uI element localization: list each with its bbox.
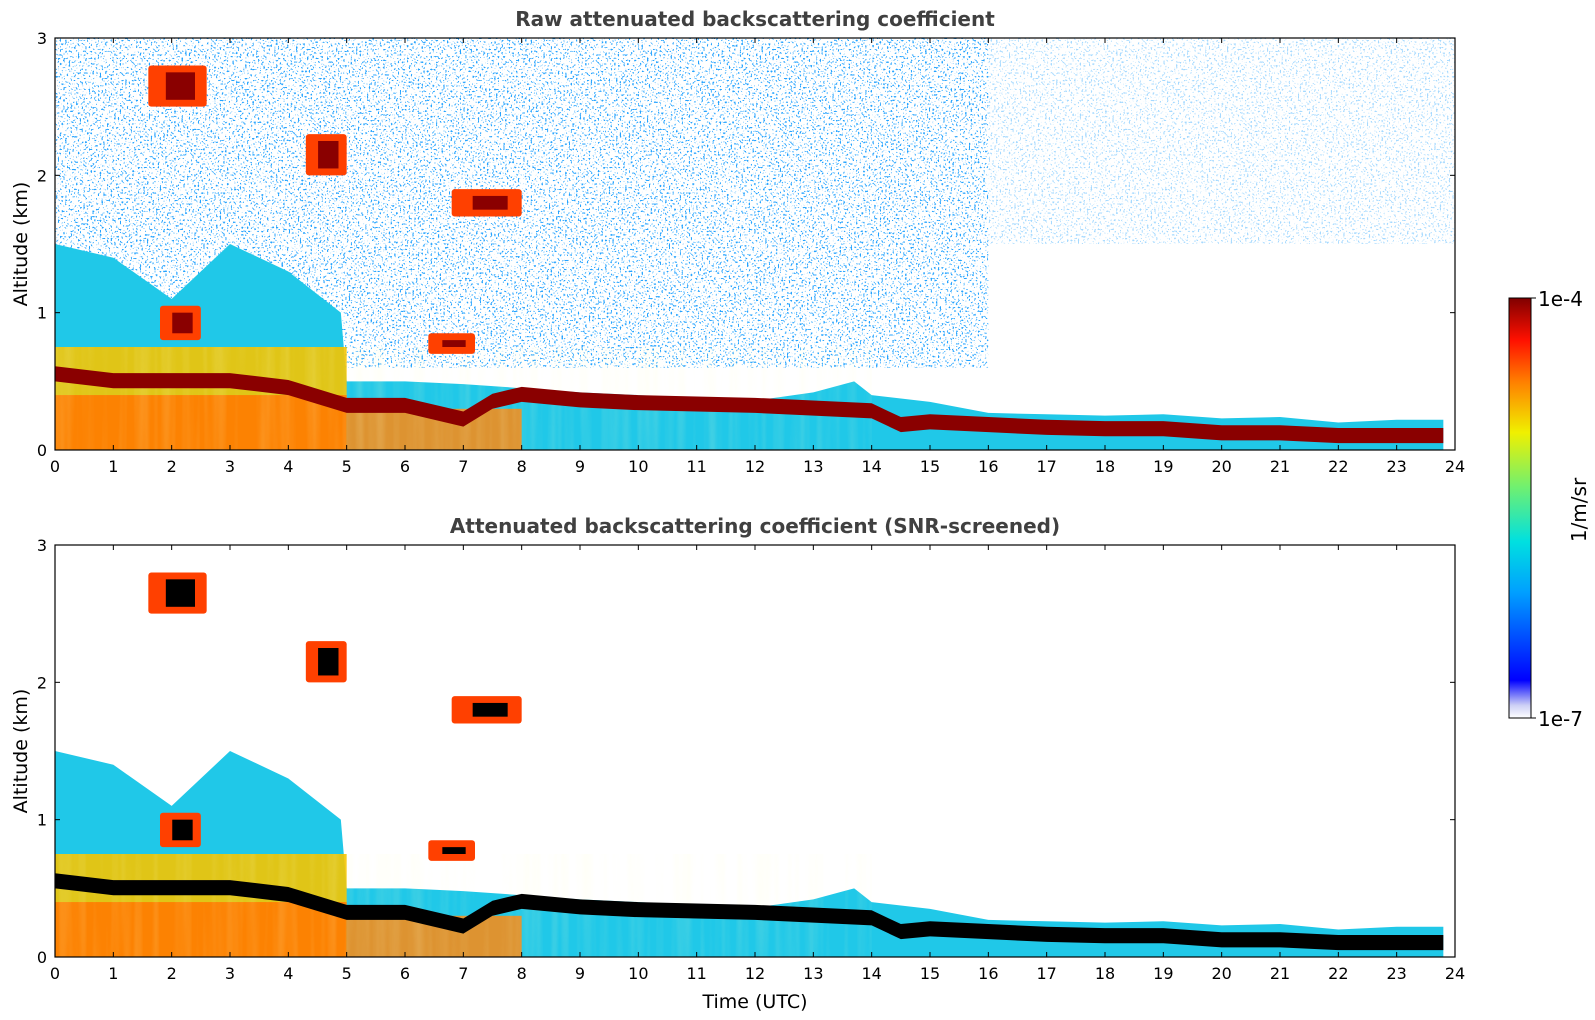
x-tick-label: 0 [50,457,60,476]
x-tick-label: 20 [1211,964,1231,983]
x-tick-label: 8 [517,964,527,983]
panel-1: 0 1 2 3 4 5 6 7 8 9 10 11 12 13 14 15 16 17 18 19 20 21 22 23 24… [10,7,1465,476]
colorbar-max-label: 1e-4 [1538,287,1583,311]
x-tick-label: 19 [1153,964,1173,983]
x-tick-label: 1 [108,964,118,983]
x-tick-label: 0 [50,964,60,983]
y-axis-label: Altitude (km) [10,689,32,814]
x-tick-label: 8 [517,457,527,476]
y-tick-label: 3 [37,536,47,555]
x-tick-label: 22 [1328,964,1348,983]
x-tick-label: 21 [1270,457,1290,476]
x-tick-label: 16 [978,964,998,983]
panel-title: Raw attenuated backscattering coefficien… [515,7,995,31]
x-tick-label: 22 [1328,457,1348,476]
y-tick-label: 1 [37,304,47,323]
cloud-layer [55,873,1444,951]
colorbar: 1e-4 1e-7 1/m/sr [1508,287,1591,731]
x-tick-label: 19 [1153,457,1173,476]
x-tick-label: 5 [342,964,352,983]
y-tick-label: 0 [37,948,47,967]
x-tick-label: 24 [1445,457,1465,476]
x-tick-label: 10 [628,964,648,983]
colorbar-min-label: 1e-7 [1538,707,1583,731]
elevated-layer-core-2 [318,648,339,676]
y-tick-label: 2 [37,166,47,185]
x-tick-label: 15 [920,964,940,983]
x-tick-label: 18 [1095,457,1115,476]
x-tick-label: 21 [1270,964,1290,983]
x-tick-label: 11 [686,964,706,983]
x-tick-label: 11 [686,457,706,476]
heatmap-area [55,572,1444,957]
x-tick-label: 3 [225,964,235,983]
x-tick-label: 5 [342,457,352,476]
x-tick-label: 15 [920,457,940,476]
elevated-layer-core-1 [165,72,195,100]
x-tick-label: 2 [167,457,177,476]
x-tick-label: 10 [628,457,648,476]
x-tick-label: 14 [861,964,881,983]
x-tick-label: 18 [1095,964,1115,983]
x-tick-label: 7 [458,457,468,476]
x-tick-label: 24 [1445,964,1465,983]
elevated-layer-core-2 [318,141,339,169]
panel-title: Attenuated backscattering coefficient (S… [450,514,1060,538]
x-tick-label: 9 [575,964,585,983]
elevated-layer-core-5 [442,847,466,854]
x-tick-label: 23 [1386,964,1406,983]
colorbar-ramp [1508,297,1532,719]
y-axis-label: Altitude (km) [10,182,32,307]
x-axis-label: Time (UTC) [701,991,807,1013]
x-tick-label: 3 [225,457,235,476]
x-tick-label: 17 [1036,457,1056,476]
x-tick-label: 17 [1036,964,1056,983]
x-tick-label: 12 [745,457,765,476]
x-tick-label: 6 [400,457,410,476]
y-tick-label: 1 [37,811,47,830]
x-tick-label: 12 [745,964,765,983]
elevated-layer-core-4 [172,312,193,334]
cloud-layer [55,366,1444,444]
x-tick-label: 2 [167,964,177,983]
y-tick-label: 3 [37,29,47,48]
x-tick-label: 20 [1211,457,1231,476]
panel-2: 0 1 2 3 4 5 6 7 8 9 10 11 12 13 14 15 16 17 18 19 20 21 22 23 24… [10,514,1465,1013]
x-tick-label: 16 [978,457,998,476]
x-tick-label: 9 [575,457,585,476]
elevated-layer-core-4 [172,819,193,841]
y-tick-label: 2 [37,673,47,692]
elevated-layer-core-5 [442,340,466,347]
x-tick-label: 7 [458,964,468,983]
x-tick-label: 23 [1386,457,1406,476]
elevated-layer-core-1 [165,579,195,607]
x-tick-label: 6 [400,964,410,983]
x-tick-label: 4 [283,964,293,983]
elevated-layer-core-3 [472,702,508,717]
heatmap-area [55,38,1455,450]
x-tick-label: 4 [283,457,293,476]
colorbar-unit-label: 1/m/sr [1567,477,1591,542]
x-tick-label: 13 [803,964,823,983]
elevated-layer-core-3 [472,195,508,210]
y-tick-label: 0 [37,441,47,460]
noise-speckle-sparse [988,38,1455,244]
x-tick-label: 14 [861,457,881,476]
x-tick-label: 1 [108,457,118,476]
x-tick-label: 13 [803,457,823,476]
